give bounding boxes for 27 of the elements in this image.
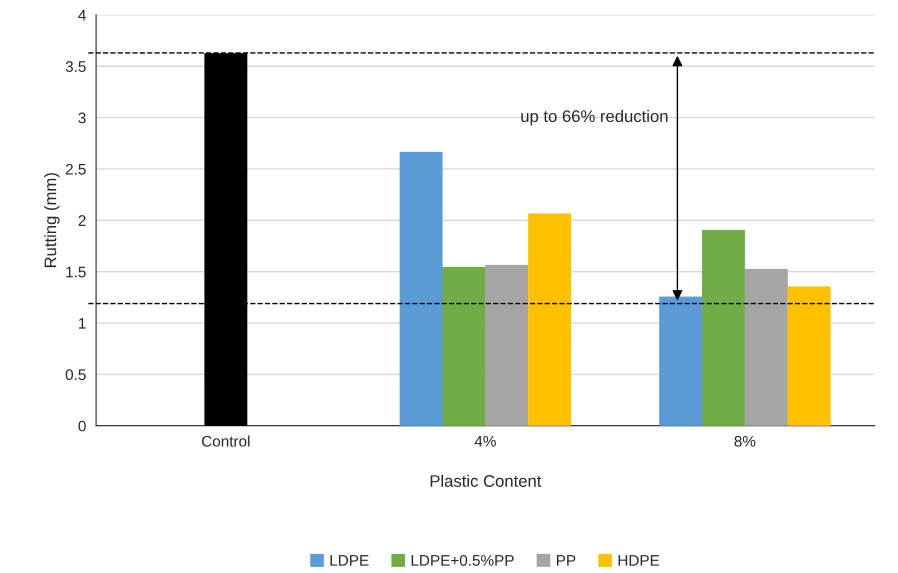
legend-label: HDPE xyxy=(618,555,660,566)
y-tick-label: 0 xyxy=(78,420,86,432)
y-axis-title: Rutting (mm) xyxy=(44,173,60,268)
y-tick-label: 3 xyxy=(78,112,86,124)
x-axis-title: Plastic Content xyxy=(430,474,542,487)
legend-label: PP xyxy=(556,555,576,566)
y-tick-label: 1 xyxy=(79,318,86,329)
legend-label: LDPE xyxy=(330,555,369,566)
y-tick-label: 0.5 xyxy=(66,369,86,380)
bar xyxy=(744,268,788,426)
bar xyxy=(702,230,745,426)
bar xyxy=(485,264,528,426)
annotation: up to 66% reduction xyxy=(521,110,668,126)
bar xyxy=(442,266,486,426)
bar xyxy=(788,286,831,426)
x-tick-label: 8% xyxy=(734,436,756,447)
y-tick-label: 3.5 xyxy=(66,61,86,72)
y-tick-label: 2.5 xyxy=(66,164,86,175)
bar xyxy=(400,152,443,426)
y-tick-label: 4 xyxy=(78,10,86,20)
x-tick-label: 4% xyxy=(474,436,496,447)
legend-label: LDPE+0.5%PP xyxy=(412,555,514,566)
y-tick-label: 1.5 xyxy=(66,266,86,278)
x-tick-label: Control xyxy=(202,435,250,447)
y-tick-label: 2 xyxy=(78,215,86,226)
bar xyxy=(528,213,572,426)
bar xyxy=(659,296,702,426)
